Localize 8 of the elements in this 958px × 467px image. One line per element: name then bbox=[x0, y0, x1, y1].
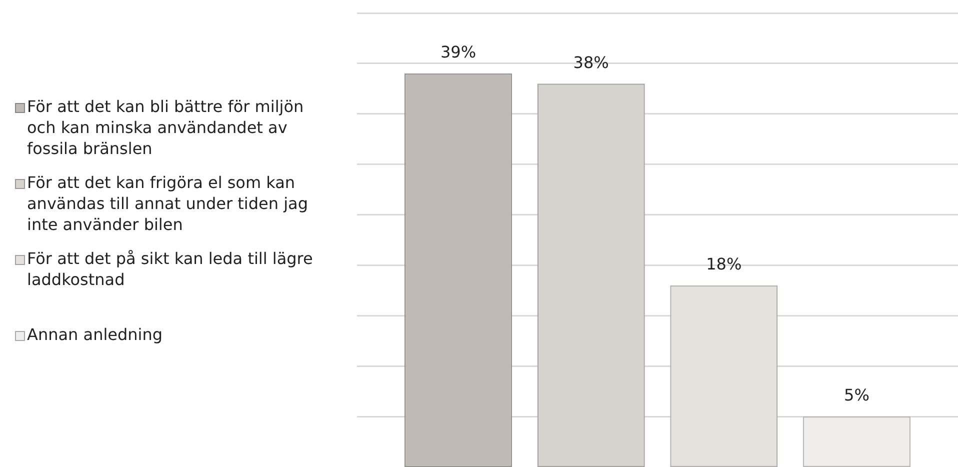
legend-label: Annan anledning bbox=[27, 324, 164, 345]
legend-label: För att det kan frigöra el som kan användas till annat under tiden jag inte använder bilen bbox=[27, 172, 309, 235]
data-label: 39% bbox=[440, 42, 476, 62]
legend-label: För att det på sikt kan leda till lägre laddkostnad bbox=[27, 248, 314, 290]
data-label: 38% bbox=[573, 52, 609, 72]
data-label: 18% bbox=[706, 254, 742, 274]
data-label: 5% bbox=[844, 386, 870, 405]
legend-label: För att det kan bli bättre för miljön och kan minska användandet av fossila bränslen bbox=[27, 96, 305, 159]
